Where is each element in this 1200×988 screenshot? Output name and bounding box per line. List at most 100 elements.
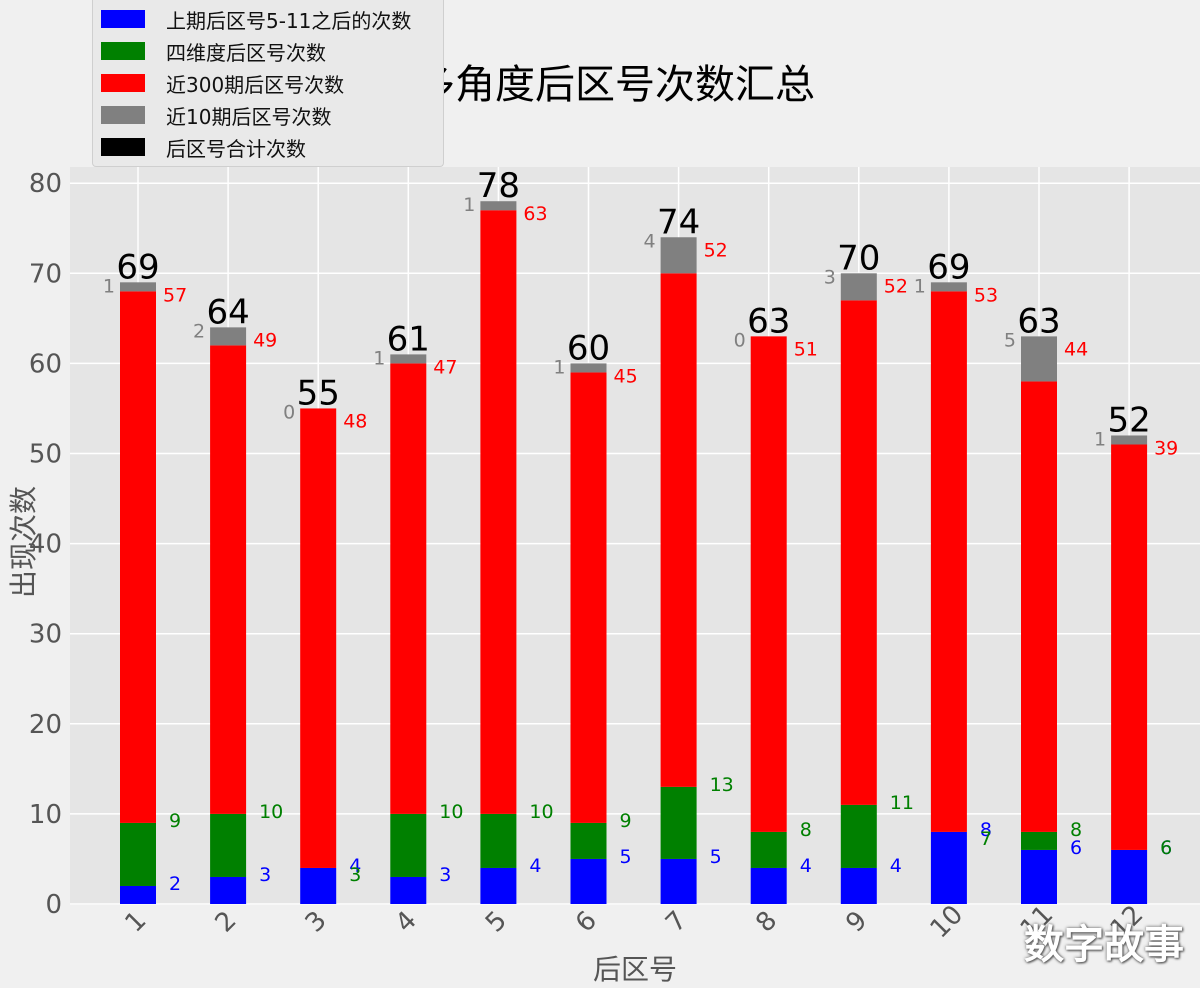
data-label-recent-10: 1 (463, 194, 475, 216)
x-tick-label: 9 (840, 906, 873, 939)
y-tick-label: 0 (45, 890, 62, 920)
bar-segment-four-dimension (210, 813, 247, 877)
y-tick-label: 40 (29, 530, 62, 560)
bar-segment-recent-300 (300, 408, 337, 868)
data-label-prev-period: 5 (710, 846, 722, 868)
data-label-recent-300: 49 (253, 329, 277, 351)
bar-segment-recent-300 (660, 273, 697, 787)
data-label-prev-period: 3 (259, 864, 271, 886)
data-label-prev-period: 4 (349, 855, 361, 877)
data-label-four-dimension: 9 (620, 810, 632, 832)
chart-title: 多角度后区号次数汇总 (415, 62, 815, 108)
legend-swatch (101, 74, 145, 92)
data-label-recent-10: 0 (283, 401, 295, 423)
bar-segment-prev-period (1021, 849, 1057, 904)
x-tick-label: 1 (120, 906, 153, 939)
y-tick-label: 10 (29, 800, 62, 830)
bar-segment-recent-300 (210, 345, 247, 814)
data-label-prev-period: 2 (169, 873, 181, 895)
watermark: 数字故事 (1024, 922, 1184, 968)
x-tick-label: 8 (750, 906, 783, 939)
bar-segment-four-dimension (840, 804, 877, 868)
legend-item-four-dimension: 四维度后区号次数 (101, 37, 326, 65)
bar-segment-recent-300 (570, 372, 607, 823)
bars-layer (120, 201, 1148, 904)
data-label-recent-300: 51 (794, 338, 818, 360)
data-label-prev-period: 4 (529, 855, 541, 877)
bar-segment-four-dimension (120, 822, 156, 886)
legend-label: 四维度后区号次数 (166, 40, 326, 65)
data-label-total: 74 (657, 202, 700, 242)
data-label-total: 70 (837, 238, 880, 278)
data-label-recent-10: 1 (103, 275, 115, 297)
data-label-recent-300: 52 (884, 275, 908, 297)
data-label-total: 78 (477, 166, 520, 206)
bar-segment-prev-period (120, 885, 156, 904)
legend-swatch (101, 106, 145, 124)
data-label-four-dimension: 8 (800, 819, 812, 841)
bar-segment-prev-period (300, 867, 337, 904)
bar-segment-prev-period (390, 876, 427, 904)
data-label-prev-period: 4 (890, 855, 902, 877)
bar-segment-recent-300 (1111, 444, 1148, 850)
data-label-four-dimension: 7 (980, 828, 992, 850)
data-label-total: 60 (567, 328, 610, 368)
x-tick-label: 10 (925, 900, 970, 945)
data-label-prev-period: 3 (439, 864, 451, 886)
legend-label: 后区号合计次数 (166, 136, 306, 161)
bar-segment-prev-period (570, 858, 607, 904)
data-label-prev-period: 6 (1160, 837, 1172, 859)
legend-swatch (101, 138, 145, 156)
data-label-total: 63 (747, 301, 790, 341)
data-label-prev-period: 6 (1070, 837, 1082, 859)
x-tick-label: 2 (210, 906, 243, 939)
data-label-recent-300: 57 (163, 284, 187, 306)
bar-segment-recent-300 (480, 210, 517, 814)
data-label-prev-period: 8 (980, 819, 992, 841)
y-axis-label: 出现次数 (7, 486, 40, 599)
bar-segment-recent-10 (660, 237, 697, 274)
data-label-recent-10: 1 (1094, 428, 1106, 450)
data-label-recent-10: 1 (914, 275, 926, 297)
bar-segment-prev-period (750, 867, 787, 904)
data-label-recent-300: 47 (433, 356, 457, 378)
data-label-recent-10: 3 (824, 266, 836, 288)
bar-segment-recent-10 (1111, 435, 1148, 445)
data-label-recent-10: 1 (373, 347, 385, 369)
x-tick-label: 4 (390, 906, 423, 939)
y-tick-label: 60 (29, 349, 62, 379)
bar-segment-recent-10 (210, 327, 247, 346)
data-label-total: 52 (1107, 400, 1150, 440)
data-label-total: 55 (297, 373, 340, 413)
legend-item-total: 后区号合计次数 (101, 133, 306, 161)
bar-segment-recent-300 (930, 291, 967, 832)
data-label-total: 69 (927, 247, 970, 287)
bar-segment-four-dimension (1021, 831, 1057, 850)
bar-segment-four-dimension (570, 822, 607, 859)
bar-segment-prev-period (660, 858, 697, 904)
y-tick-label: 50 (29, 440, 62, 470)
bar-segment-prev-period (930, 831, 967, 904)
bar-segment-recent-10 (480, 201, 517, 211)
data-label-recent-300: 63 (523, 203, 547, 225)
data-label-recent-10: 0 (734, 329, 746, 351)
legend-item-recent-10: 近10期后区号次数 (101, 101, 331, 129)
data-label-recent-300: 52 (704, 239, 728, 261)
data-label-recent-300: 44 (1064, 338, 1088, 360)
bar-segment-prev-period (210, 876, 247, 904)
data-label-four-dimension: 6 (1160, 837, 1172, 859)
bar-segment-recent-300 (840, 300, 877, 805)
y-tick-label: 20 (29, 710, 62, 740)
bar-segment-recent-10 (570, 363, 607, 373)
x-axis-label: 后区号 (592, 953, 677, 986)
bar-segment-recent-300 (750, 336, 787, 832)
data-label-recent-300: 39 (1154, 437, 1178, 459)
bar-segment-recent-300 (390, 363, 427, 814)
data-label-four-dimension: 10 (439, 801, 463, 823)
bar-segment-recent-10 (390, 354, 427, 364)
data-label-four-dimension: 13 (710, 774, 734, 796)
legend-label: 近10期后区号次数 (166, 104, 332, 129)
x-tick-label: 3 (300, 906, 333, 939)
